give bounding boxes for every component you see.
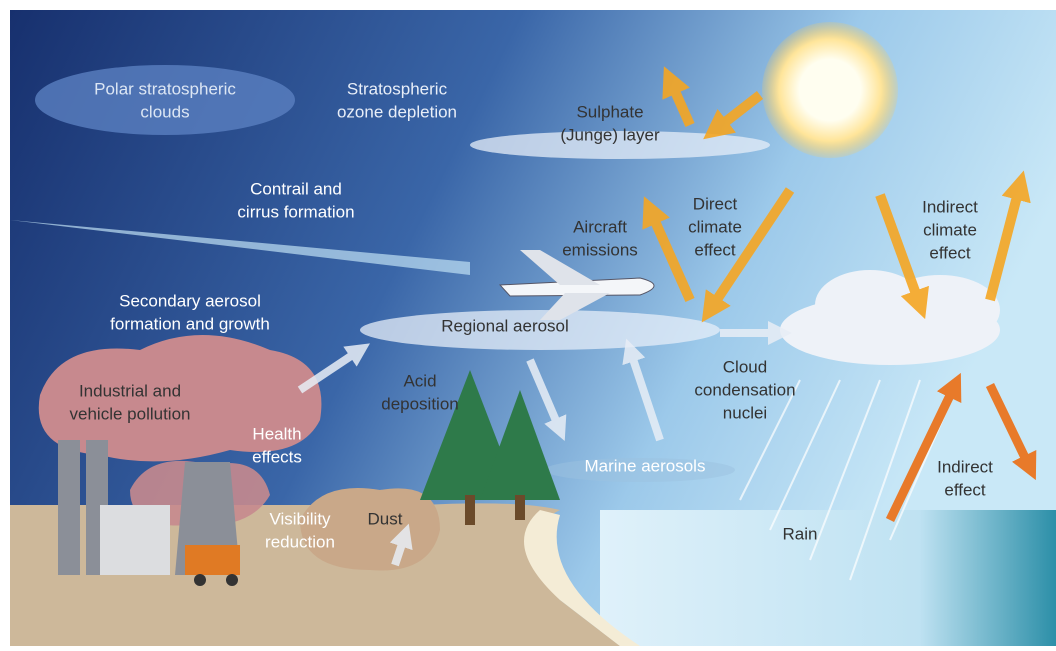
sea <box>600 510 1056 646</box>
label: climate <box>923 220 977 239</box>
pollution-cloud <box>38 335 322 462</box>
label: Marine aerosols <box>585 456 706 475</box>
label: Visibility <box>269 509 331 528</box>
label: Rain <box>783 524 818 543</box>
trees <box>420 370 560 525</box>
label: Polar stratospheric <box>94 79 236 98</box>
label: effect <box>694 240 736 259</box>
label: effects <box>252 447 302 466</box>
label: formation and growth <box>110 314 270 333</box>
label: Aircraft <box>573 217 627 236</box>
label: ozone depletion <box>337 102 457 121</box>
label: Secondary aerosol <box>119 291 261 310</box>
climate-arrows <box>642 66 1031 323</box>
truck <box>185 545 240 586</box>
sun <box>762 22 898 158</box>
label: (Junge) layer <box>560 125 660 144</box>
aircraft <box>498 250 655 320</box>
indirect-arrows <box>885 372 1037 522</box>
label: Indirect <box>937 457 993 476</box>
label: vehicle pollution <box>70 404 191 423</box>
label: nuclei <box>723 403 767 422</box>
label: Stratospheric <box>347 79 448 98</box>
dust-cloud <box>300 488 440 571</box>
label: Industrial and <box>79 381 181 400</box>
label: Cloud <box>723 357 767 376</box>
label: Sulphate <box>576 102 643 121</box>
label: climate <box>688 217 742 236</box>
label: Regional aerosol <box>441 316 569 335</box>
label: effect <box>944 480 986 499</box>
label: Dust <box>368 509 403 528</box>
aerosol-arrows <box>297 321 792 567</box>
label: cirrus formation <box>237 202 354 221</box>
label: condensation <box>694 380 795 399</box>
polar-cloud <box>35 65 295 135</box>
label: emissions <box>562 240 638 259</box>
label: Health <box>252 424 301 443</box>
junge-layer <box>470 131 770 159</box>
marine-aerosol <box>545 458 735 482</box>
label: Indirect <box>922 197 978 216</box>
label: effect <box>929 243 971 262</box>
label: deposition <box>381 394 459 413</box>
contrail <box>10 220 470 275</box>
label: Contrail and <box>250 179 342 198</box>
beach <box>524 510 640 646</box>
label: Direct <box>693 194 738 213</box>
label: reduction <box>265 532 335 551</box>
label: Acid <box>403 371 436 390</box>
label: clouds <box>140 102 189 121</box>
